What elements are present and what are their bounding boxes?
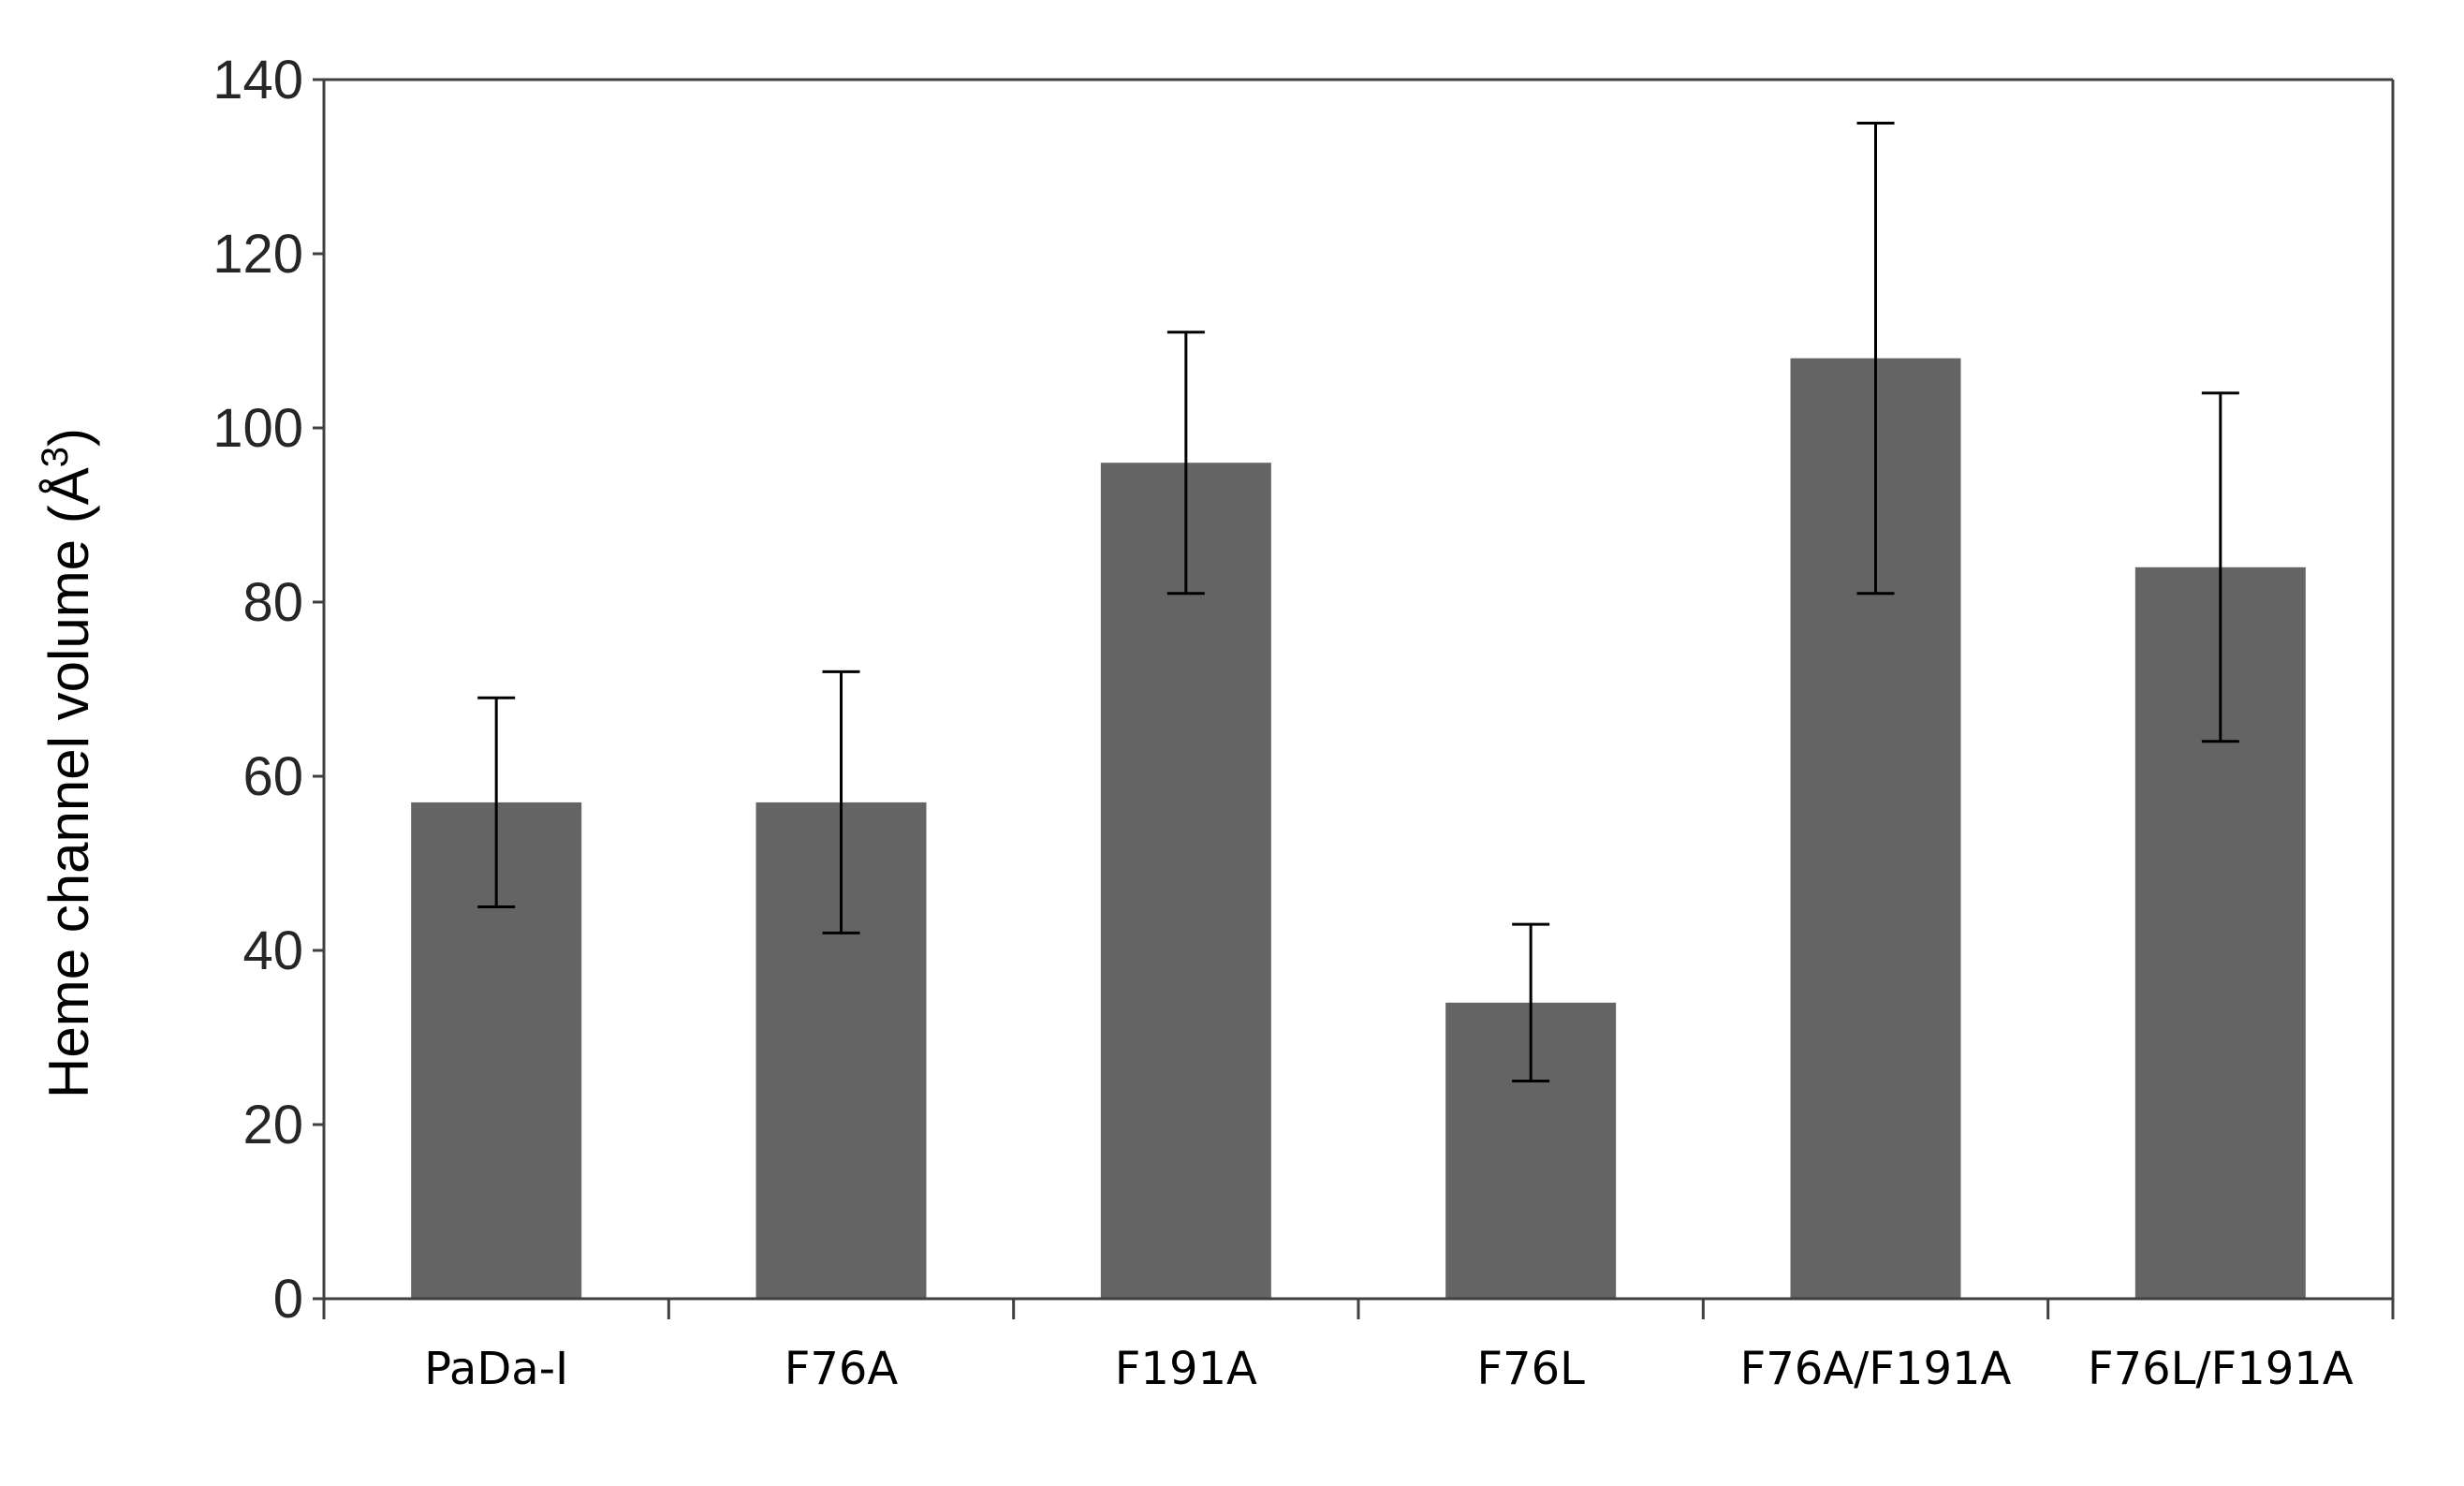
x-tick-label: F191A (1115, 1343, 1257, 1395)
tick-labels: 0 20 40 60 80 100 120 140 PaDa-I F76A F191A F76L F76… (213, 50, 2354, 1395)
bars (411, 358, 2306, 1300)
y-tick-label: 60 (242, 746, 303, 807)
axes (313, 78, 2395, 1319)
y-axis-label: Heme channel volume (Å3) (35, 428, 100, 1098)
y-tick-label: 80 (242, 572, 303, 633)
x-tick-label: PaDa-I (424, 1343, 568, 1395)
y-tick-label: 140 (213, 50, 303, 110)
error-bars (477, 122, 2239, 1082)
y-axis-label-superscript: 3 (35, 447, 76, 467)
error-bar-pada-i (477, 696, 516, 908)
error-bar-f76a-f191a (1856, 122, 1895, 596)
y-axis-label-suffix: ) (37, 428, 100, 447)
error-bar-f191a (1166, 331, 1205, 596)
y-axis-label-text: Heme channel volume (Å (37, 467, 100, 1098)
y-tick-label: 40 (242, 920, 303, 981)
error-bar-f76a (822, 669, 860, 934)
x-tick-label: F76A (785, 1343, 899, 1395)
y-tick-label: 0 (273, 1269, 303, 1330)
bar-f191a (1100, 463, 1271, 1299)
x-tick-label: F76L (1476, 1343, 1585, 1395)
y-tick-label: 100 (213, 398, 303, 459)
x-tick-label: F76A/F191A (1740, 1343, 2012, 1395)
error-bar-f76l-f191a (2201, 391, 2239, 743)
y-tick-label: 20 (242, 1095, 303, 1155)
error-bar-f76l (1512, 922, 1550, 1082)
y-tick-label: 120 (213, 224, 303, 285)
x-tick-label: F76L/F191A (2088, 1343, 2354, 1395)
